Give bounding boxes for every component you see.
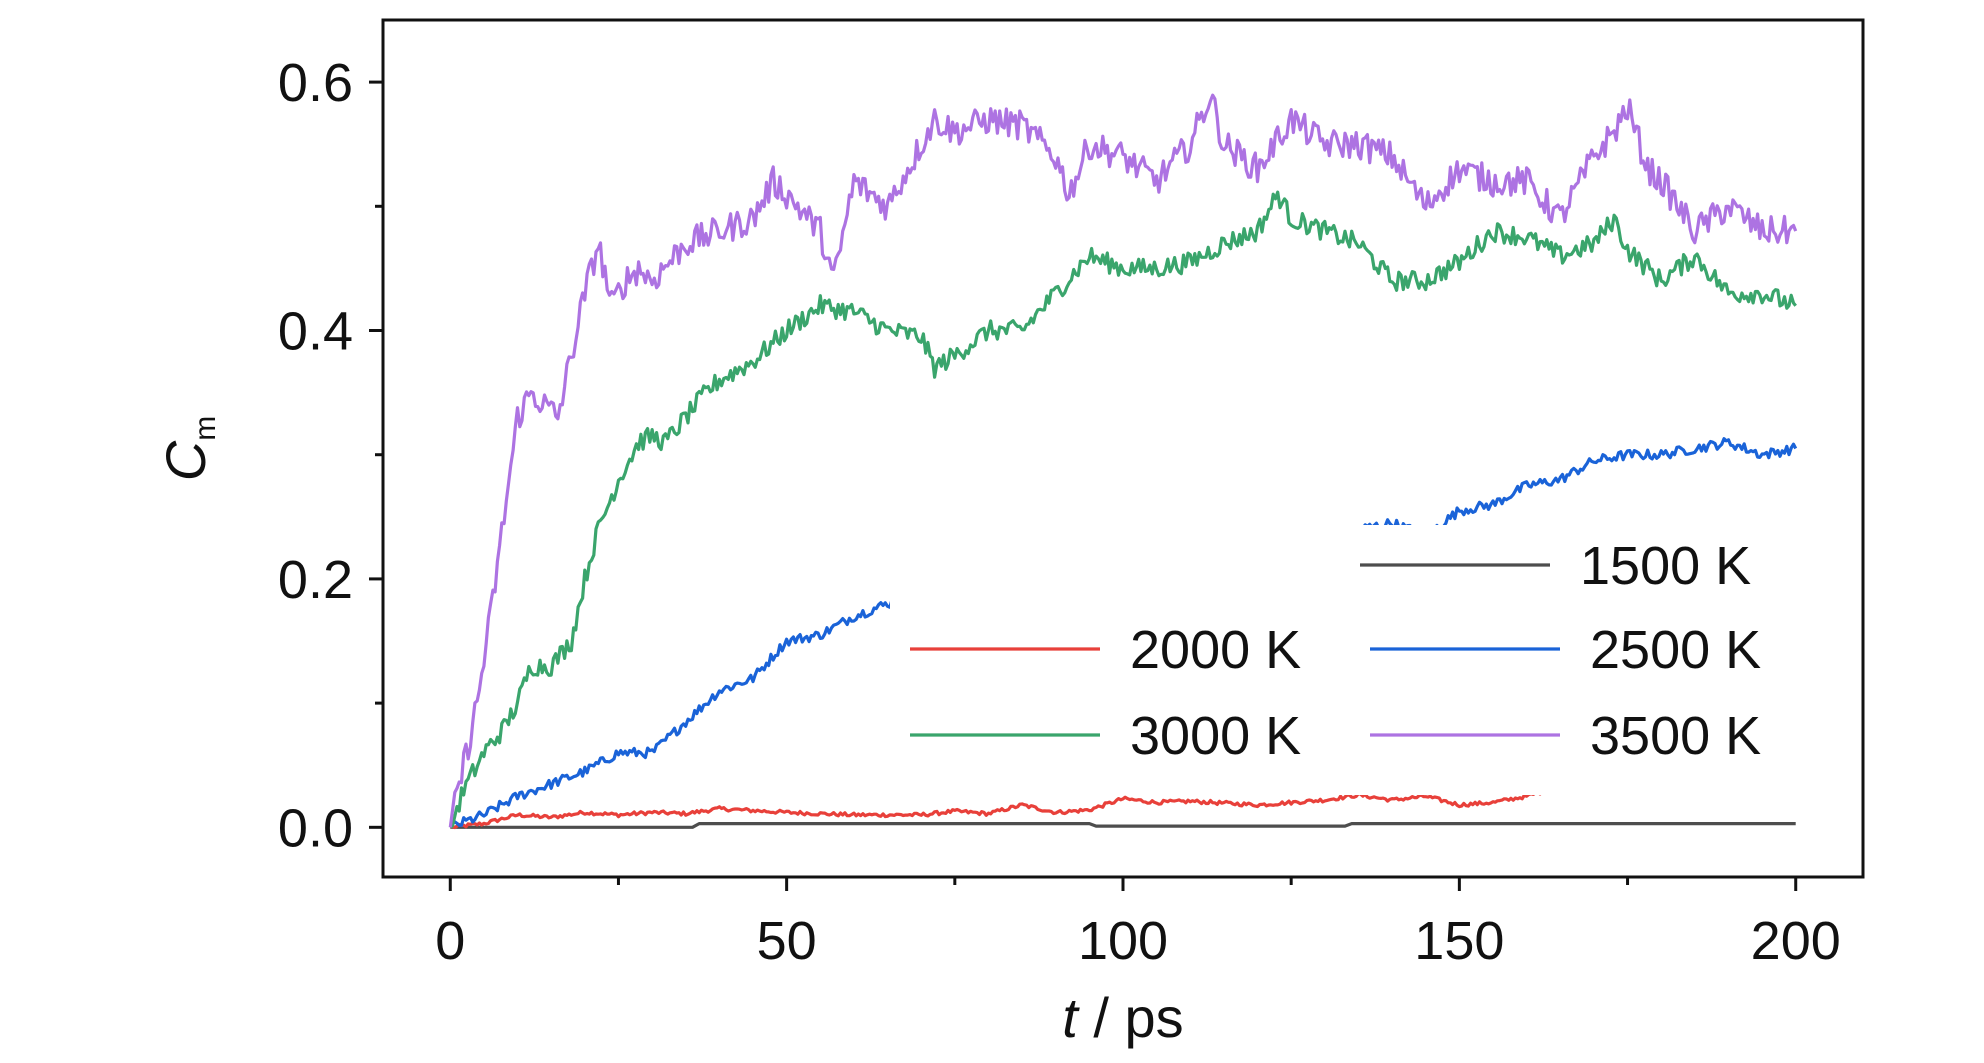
legend-label: 3500 K [1590,706,1761,766]
series-line-3000-k [449,190,1797,829]
x-tick-label: 200 [1751,911,1841,971]
ticks-layer: 0 50 100 150 200 0.0 0.2 0.4 0.6 [278,53,1841,971]
y-tick-label: 0.4 [278,302,353,362]
legend-label: 2000 K [1130,620,1301,680]
x-tick-label: 150 [1414,911,1504,971]
x-axis-title: t / ps [1062,986,1183,1049]
y-tick-label: 0.2 [278,550,353,610]
y-axis-title-symbol: C [154,440,217,481]
x-axis-title-unit: / ps [1078,986,1184,1049]
legend-label: 1500 K [1580,536,1751,596]
legend: 1500 K 2000 K 2500 K 3000 K 3500 K [890,525,1840,795]
legend-label: 2500 K [1590,620,1761,680]
series-line-3500-k [448,93,1798,828]
x-tick-label: 50 [757,911,817,971]
legend-label: 3000 K [1130,706,1301,766]
legend-background [890,525,1840,795]
series-line-1500-k [450,821,1796,829]
y-tick-label: 0.0 [278,798,353,858]
x-tick-label: 100 [1078,911,1168,971]
y-axis-title-subscript: m [189,416,222,441]
y-axis-title: Cm [154,416,222,481]
x-axis-title-variable: t [1062,986,1080,1049]
x-tick-label: 0 [435,911,465,971]
y-tick-label: 0.6 [278,53,353,113]
